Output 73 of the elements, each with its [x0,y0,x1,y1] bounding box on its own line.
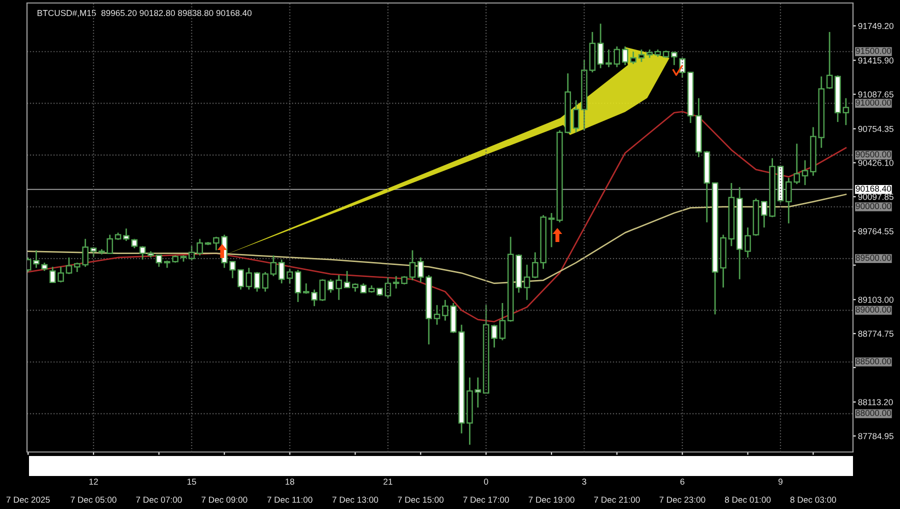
x2-tick-label: 0 [484,478,488,485]
x-tick-label: 7 Dec 2025 [6,496,50,503]
x2-tick-label: 18 [286,478,294,485]
y-tick-label: 89764.55 [858,228,894,234]
candlestick [139,245,146,260]
y-tick-label: 90754.35 [858,126,894,132]
x-tick-label: 7 Dec 21:00 [594,496,640,503]
ref-line-label: 90500.00 [856,151,892,158]
candlestick [384,276,392,299]
candlestick [606,48,612,68]
candlestick [90,246,97,258]
x-tick-label: 7 Dec 09:00 [202,496,248,503]
y-tick-label: 87784.95 [858,433,894,440]
ref-line-label: 88000.00 [856,410,892,416]
y-tick-label: 89103.00 [858,296,894,303]
x2-tick-label: 12 [89,478,98,485]
candlestick [319,278,326,302]
x2-tick-label: 3 [582,478,586,485]
y-tick-label: 91749.20 [858,22,894,30]
x-tick-label: 7 Dec 15:00 [398,496,444,503]
x-tick-label: 7 Dec 17:00 [463,496,509,503]
ref-line-label: 91500.00 [856,48,892,54]
x-tick-label: 7 Dec 13:00 [332,496,378,503]
candlestick [156,254,162,268]
ref-line-label: 90168.40 [856,186,892,192]
x-tick-label: 7 Dec 07:00 [136,496,182,503]
candlestick [66,256,72,275]
x2-tick-label: 21 [384,478,392,485]
candlestick [434,304,440,326]
candlestick [597,22,604,69]
candlestick [524,264,530,301]
ref-line-label: 89000.00 [856,306,892,313]
x-tick-label: 7 Dec 23:00 [660,496,706,503]
x-tick-label: 8 Dec 01:00 [724,496,771,503]
x2-tick-label: 6 [680,478,684,485]
line-series [27,194,847,284]
y-tick-label: 88113.20 [858,399,893,406]
candlestick [254,271,260,292]
text: BTCUSD#,M15 89965.20 90182.80 89838.80 90168.40 [38,10,252,18]
ref-line-label: 90000.00 [856,203,892,210]
y-tick-label: 90097.85 [858,194,894,200]
x-tick-label: 7 Dec 19:00 [528,496,574,503]
y-tick-label: 91415.90 [858,57,894,64]
candlestick [572,100,580,134]
candlestick [491,324,498,348]
candlestick [409,250,416,281]
y-tick-label: 91087.65 [858,91,894,98]
x2-tick-label: 15 [188,478,196,485]
candlestick [638,48,645,63]
candlestick [802,160,808,186]
x-tick-label: 7 Dec 11:00 [267,496,312,503]
candlestick [499,302,506,341]
candlestick [229,260,236,279]
x-tick-label: 8 Dec 03:00 [790,496,836,503]
candlestick [294,269,302,303]
candlestick [131,238,138,249]
candlestick [614,46,620,68]
candlestick [262,271,268,292]
candlestick [826,31,833,90]
y-tick-label: 88774.75 [858,330,894,337]
ref-line-label: 88500.00 [856,358,892,364]
ref-line-label: 89500.00 [856,254,892,261]
ref-line-label: 91000.00 [856,100,892,106]
candlestick [671,50,678,66]
candlestick [842,97,850,126]
candlestick [270,254,277,277]
candlestick [123,228,130,242]
candlestick [344,270,350,289]
x2-tick-label: 9 [778,478,782,485]
x-tick-label: 7 Dec 05:00 [70,496,116,503]
y-tick-label: 90426.10 [858,160,894,166]
line-series [27,110,847,322]
candlestick [548,212,555,248]
